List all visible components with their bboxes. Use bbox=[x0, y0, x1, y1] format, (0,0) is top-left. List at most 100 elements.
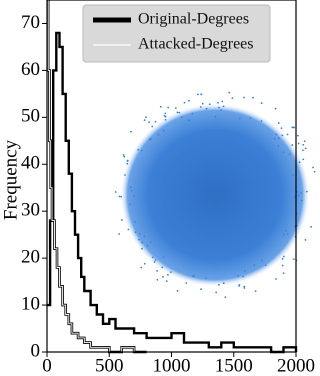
network-node bbox=[167, 106, 170, 109]
legend-label: Attacked-Degrees bbox=[138, 36, 254, 53]
network-node bbox=[191, 112, 194, 115]
network-node bbox=[143, 119, 146, 122]
network-node bbox=[159, 105, 162, 108]
network-node bbox=[243, 287, 246, 289]
y-tick-label: 70 bbox=[21, 12, 40, 33]
network-node bbox=[302, 158, 305, 161]
network-node bbox=[153, 261, 156, 263]
network-node bbox=[200, 93, 203, 96]
network-node bbox=[208, 103, 211, 106]
network-node bbox=[164, 118, 167, 121]
network-node bbox=[187, 119, 190, 122]
y-tick-label: 50 bbox=[21, 106, 40, 127]
network-node bbox=[154, 120, 157, 123]
network-node bbox=[277, 137, 280, 140]
network-node bbox=[130, 189, 133, 192]
network-node bbox=[165, 280, 168, 283]
network-node bbox=[167, 274, 169, 276]
network-node bbox=[237, 275, 239, 277]
network-node bbox=[243, 96, 245, 99]
network-node bbox=[283, 255, 285, 258]
series-line bbox=[47, 31, 298, 354]
network-node bbox=[185, 282, 188, 284]
network-node bbox=[156, 278, 159, 281]
network-node bbox=[124, 174, 126, 176]
network-node bbox=[164, 112, 167, 115]
network-node bbox=[154, 259, 157, 261]
network-node bbox=[260, 120, 263, 122]
network-node bbox=[123, 155, 126, 158]
network-node bbox=[140, 149, 143, 152]
x-tick-label: 2000 bbox=[277, 355, 315, 376]
network-node bbox=[304, 239, 307, 241]
network-node bbox=[286, 233, 289, 235]
network-node bbox=[243, 285, 246, 288]
network-node bbox=[162, 275, 164, 278]
network-node bbox=[242, 275, 245, 278]
network-node bbox=[137, 148, 140, 151]
network-node bbox=[141, 241, 143, 244]
network-node bbox=[285, 229, 287, 232]
network-node bbox=[221, 100, 224, 103]
network-node bbox=[312, 166, 314, 169]
network-node bbox=[149, 137, 152, 140]
network-node bbox=[162, 256, 165, 259]
network-node bbox=[260, 259, 263, 262]
network-node bbox=[224, 296, 227, 299]
network-node bbox=[218, 106, 220, 109]
network-node bbox=[176, 290, 179, 292]
network-node bbox=[148, 121, 150, 124]
network-node bbox=[183, 101, 186, 104]
network-node bbox=[126, 162, 129, 165]
network-node bbox=[138, 233, 141, 236]
y-tick-label: 40 bbox=[21, 153, 40, 174]
network-node bbox=[205, 107, 208, 110]
y-tick-label: 0 bbox=[31, 340, 41, 361]
network-node bbox=[178, 111, 181, 114]
network-node bbox=[300, 192, 303, 194]
network-node bbox=[217, 101, 219, 104]
network-node bbox=[296, 134, 299, 137]
network-node bbox=[291, 144, 294, 146]
y-tick-label: 10 bbox=[21, 293, 40, 314]
network-node bbox=[134, 231, 137, 234]
network-node bbox=[133, 195, 135, 197]
y-axis-label: Frequency bbox=[0, 139, 21, 220]
network-node bbox=[291, 126, 294, 129]
legend-label: Original-Degrees bbox=[138, 11, 249, 28]
network-node bbox=[300, 199, 303, 202]
axes-frame bbox=[46, 0, 297, 353]
network-node bbox=[140, 266, 143, 269]
network-node bbox=[192, 275, 194, 278]
network-node bbox=[282, 151, 285, 154]
network-node bbox=[277, 122, 280, 124]
network-node bbox=[151, 125, 154, 128]
network-node bbox=[120, 195, 123, 198]
network-node bbox=[310, 225, 313, 228]
network-node bbox=[143, 262, 146, 265]
network-node bbox=[129, 203, 132, 206]
network-node bbox=[273, 137, 276, 140]
network-node bbox=[122, 154, 125, 156]
network-node bbox=[297, 142, 300, 145]
network-node bbox=[162, 129, 165, 132]
network-node bbox=[302, 143, 305, 146]
network-node bbox=[176, 111, 179, 114]
network-node bbox=[156, 270, 158, 272]
network-node bbox=[149, 241, 152, 243]
network-node bbox=[220, 109, 223, 112]
x-tick-label: 0 bbox=[42, 355, 52, 376]
network-node bbox=[304, 147, 307, 150]
network-node bbox=[161, 266, 164, 269]
network-node bbox=[228, 91, 231, 94]
network-node bbox=[275, 133, 278, 136]
network-node bbox=[254, 290, 257, 293]
network-node bbox=[118, 195, 121, 198]
network-node bbox=[292, 258, 295, 261]
network-node bbox=[201, 102, 204, 105]
network-node bbox=[174, 107, 177, 109]
network-node bbox=[288, 153, 291, 156]
network-cloud bbox=[120, 103, 310, 287]
